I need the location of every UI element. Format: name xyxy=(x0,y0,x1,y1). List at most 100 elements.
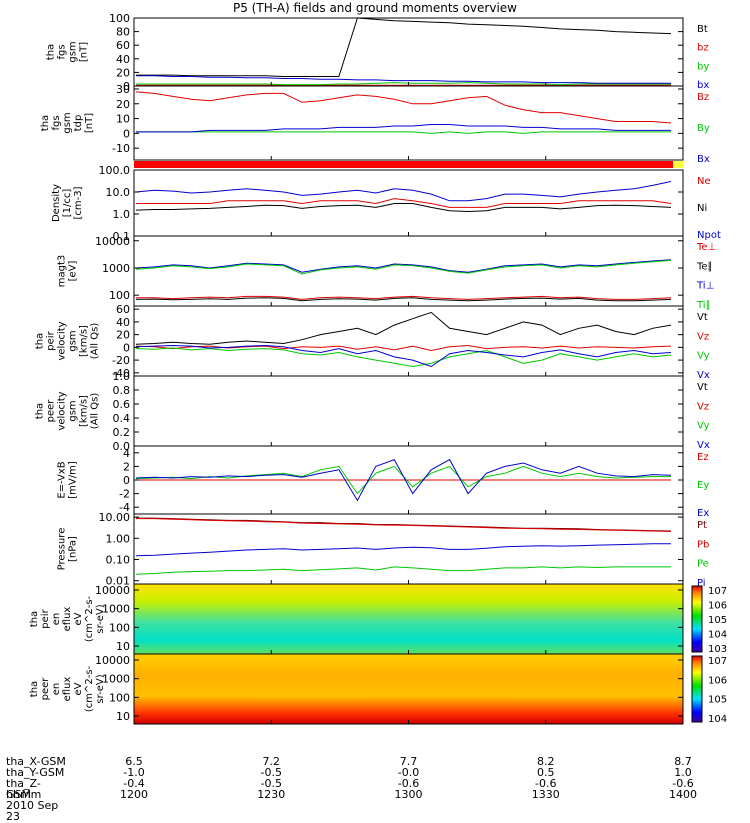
legend-entry: Vx xyxy=(697,370,710,381)
y-tick-label: 10.0 xyxy=(106,186,131,199)
y-axis-label: gsm xyxy=(68,400,79,421)
y-axis-label: gsm xyxy=(68,41,79,62)
legend-entry: Ey xyxy=(697,480,709,491)
y-tick-label: 2 xyxy=(123,460,130,473)
panel-frame xyxy=(133,85,684,161)
colorbar-tick-label: 106 xyxy=(708,601,727,612)
y-tick-label: -2 xyxy=(119,488,130,501)
y-axis-label: en xyxy=(51,683,62,696)
colorbar xyxy=(691,655,703,723)
row-label: tha_Y-GSM xyxy=(6,766,65,779)
legend-entry: Ti∥ xyxy=(696,300,711,311)
y-tick-label: 60 xyxy=(116,39,130,52)
y-tick-label: 100 xyxy=(109,12,130,25)
series-line-Vy xyxy=(135,347,672,368)
y-axis-label: velocity xyxy=(57,321,68,360)
x-axis-value: 1300 xyxy=(395,788,423,800)
legend-entry: Te∥ xyxy=(696,261,713,272)
y-axis-label: peir xyxy=(40,608,51,628)
series-line-by xyxy=(136,82,671,86)
y-axis-label: sr-eV) xyxy=(95,674,106,703)
series-line-Pi xyxy=(135,543,671,557)
legend-entry: Pe xyxy=(697,559,709,570)
y-tick-label: 60 xyxy=(116,303,130,316)
y-axis-label: [eV] xyxy=(68,261,79,282)
y-tick-label: 10 xyxy=(116,113,130,126)
y-tick-label: 30 xyxy=(116,83,130,96)
legend-entry: bz xyxy=(697,43,709,54)
y-axis-label: en xyxy=(51,613,62,626)
colorbar-tick-label: 104 xyxy=(708,630,727,641)
y-tick-label: 0 xyxy=(123,474,130,487)
y-axis-label: fgs xyxy=(57,44,68,59)
legend-entry: Vz xyxy=(697,331,709,342)
colorbar-tick-label: 107 xyxy=(708,586,727,597)
y-tick-label: 1000 xyxy=(102,673,130,686)
y-tick-label: 10000 xyxy=(95,235,130,248)
y-axis-label: [km/s] xyxy=(79,325,90,357)
y-tick-label: 0.0 xyxy=(113,440,131,453)
series-line-Ex xyxy=(135,458,672,502)
legend-entry: Vx xyxy=(697,440,710,451)
legend-entry: Ez xyxy=(697,452,709,463)
y-tick-label: 80 xyxy=(116,26,130,39)
panel-frame xyxy=(133,375,684,447)
series-line-Bz xyxy=(135,91,672,124)
series-line-Bt xyxy=(136,17,672,77)
y-axis-label: eflux xyxy=(62,607,73,632)
y-tick-label: 0.1 xyxy=(113,230,131,243)
y-axis-label: tha xyxy=(46,44,57,60)
legend-entry: Bx xyxy=(697,154,710,165)
y-tick-label: 0 xyxy=(123,127,130,140)
y-axis-label: tha xyxy=(35,403,46,419)
series-line-Ne xyxy=(136,198,672,208)
y-tick-label: -10 xyxy=(112,142,130,155)
status-bar xyxy=(134,161,673,168)
x-axis-value: 1230 xyxy=(257,788,285,800)
y-axis-label: peer xyxy=(40,677,51,701)
x-axis-value: 6.5 xyxy=(125,755,143,768)
date-label: 2010 Sep 23 xyxy=(6,799,59,823)
y-tick-label: -4 xyxy=(119,501,130,514)
y-axis-label: gsm xyxy=(62,112,73,133)
series-line-Ti∥ xyxy=(135,259,672,275)
legend-entry: Ti⊥ xyxy=(696,281,714,292)
series-line-Te∥ xyxy=(135,297,672,302)
y-axis-label: velocity xyxy=(57,391,68,430)
x-axis-value: -0.4 xyxy=(123,777,144,790)
page-title: P5 (TH-A) fields and ground moments over… xyxy=(233,1,517,15)
y-axis-label: gsm xyxy=(68,330,79,351)
legend-entry: Ne xyxy=(697,176,711,187)
x-axis-value: -0.6 xyxy=(672,777,693,790)
x-axis-value: -0.5 xyxy=(261,777,282,790)
series-line-By xyxy=(136,131,671,134)
y-tick-label: 100 xyxy=(109,691,130,704)
legend-entry: by xyxy=(697,61,709,72)
row-label: tha_Z-GSM xyxy=(6,777,41,801)
y-tick-label: 0 xyxy=(123,80,130,93)
y-tick-label: 0.6 xyxy=(113,398,131,411)
legend-entry: Vy xyxy=(697,421,710,432)
legend-entry: Ni xyxy=(697,203,707,214)
y-tick-label: 0 xyxy=(123,341,130,354)
y-axis-label: tha xyxy=(40,115,51,131)
x-axis-value: 1330 xyxy=(532,788,560,800)
series-line-Pe xyxy=(135,566,671,575)
y-tick-label: 1000 xyxy=(102,603,130,616)
y-tick-label: 0.10 xyxy=(106,554,131,567)
legend-entry: Vt xyxy=(697,312,708,323)
y-axis-label: sr-eV) xyxy=(95,604,106,633)
colorbar xyxy=(691,585,703,653)
y-tick-label: 1.00 xyxy=(106,532,131,545)
y-axis-label: fgs xyxy=(51,115,62,130)
y-axis-label: (cm^2-s- xyxy=(84,665,95,712)
spectrogram-image xyxy=(134,654,683,724)
legend-entry: Pi xyxy=(697,578,706,589)
legend-entry: By xyxy=(697,123,710,134)
legend-entry: Vz xyxy=(697,401,709,412)
legend-entry: Npot xyxy=(697,230,721,241)
y-tick-label: 20 xyxy=(116,329,130,342)
y-axis-label: [nPa] xyxy=(68,536,79,562)
y-tick-label: 100 xyxy=(109,621,130,634)
